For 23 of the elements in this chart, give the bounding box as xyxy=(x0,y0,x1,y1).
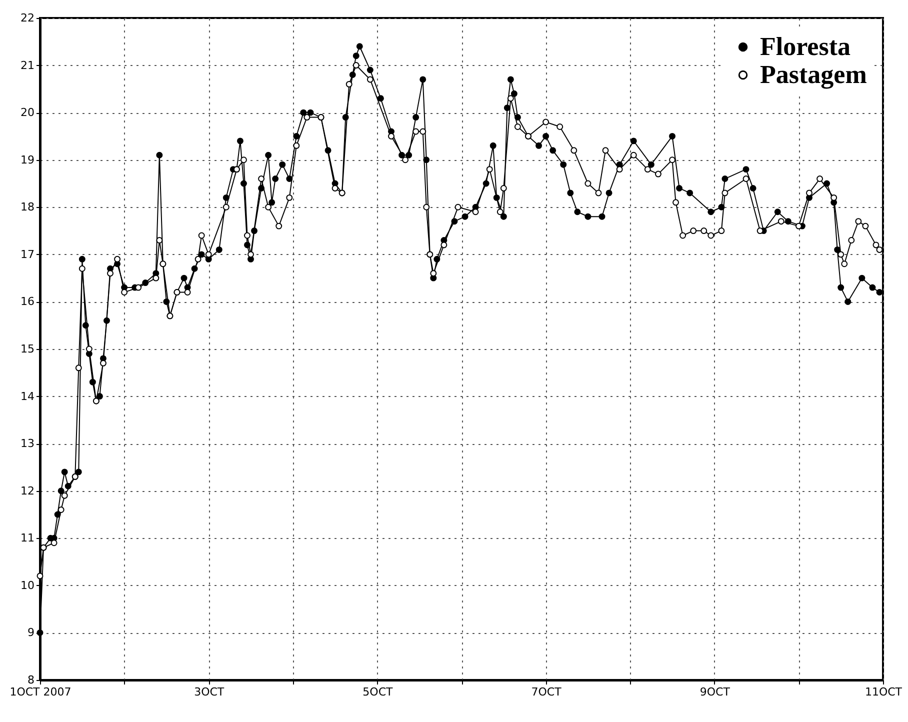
y-tick-label: 18 xyxy=(20,200,34,214)
legend-label: Floresta xyxy=(760,32,850,61)
y-tick-label: 12 xyxy=(20,484,34,498)
y-tick-label: 20 xyxy=(20,106,34,120)
x-tick-label: 3OCT xyxy=(194,686,224,698)
y-tick-label: 21 xyxy=(20,58,34,72)
y-tick-label: 22 xyxy=(20,12,34,24)
y-tick-label: 17 xyxy=(20,248,34,261)
y-tick-label: 10 xyxy=(20,578,34,592)
x-tick-label: 9OCT xyxy=(700,686,730,698)
y-tick-label: 13 xyxy=(20,437,34,450)
x-tick-label: 5OCT xyxy=(362,686,394,698)
legend-label: Pastagem xyxy=(760,60,868,89)
y-tick-label: 8 xyxy=(28,674,34,686)
x-tick-label: 7OCT xyxy=(531,686,562,698)
y-tick-label: 11 xyxy=(20,532,34,545)
y-tick-label: 15 xyxy=(20,342,34,356)
x-tick-label: 1OCT 2007 xyxy=(10,686,72,698)
y-tick-label: 9 xyxy=(28,626,34,640)
x-tick-label: 11OCT xyxy=(864,686,902,698)
y-tick-label: 14 xyxy=(20,390,34,403)
y-tick-label: 19 xyxy=(20,153,34,166)
y-tick-label: 16 xyxy=(20,295,34,308)
